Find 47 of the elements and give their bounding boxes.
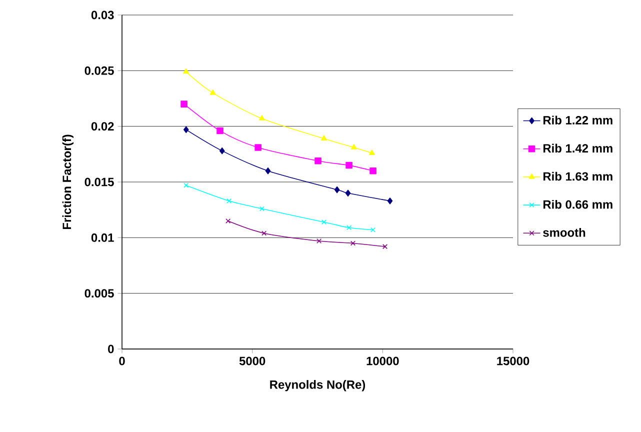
x-axis-title: Reynolds No(Re) [270, 380, 366, 392]
point [368, 150, 375, 155]
point [334, 186, 340, 194]
x-tick-label: 10000 [366, 356, 399, 366]
point [316, 238, 322, 244]
legend-label: Rib 0.66 mm [543, 200, 612, 209]
point [254, 144, 262, 151]
point [345, 190, 351, 197]
x-tick-label: 15000 [497, 356, 530, 366]
legend-label: Rib 1.22 mm [543, 116, 612, 124]
point [382, 244, 388, 250]
y-tick-label: 0.005 [84, 289, 114, 298]
point [183, 126, 189, 134]
y-tick-label: 0.02 [91, 122, 114, 131]
x-tick-label: 0 [119, 356, 125, 366]
point [226, 198, 232, 204]
y-tick-label: 0 [108, 344, 114, 354]
point [262, 230, 267, 236]
point [219, 147, 225, 154]
point [351, 144, 357, 150]
legend-label: smooth [543, 228, 586, 237]
legend-label: Rib 1.42 mm [543, 144, 612, 153]
point [350, 240, 356, 246]
point [370, 167, 376, 174]
y-tick-label: 0.015 [84, 178, 114, 186]
point [258, 115, 265, 120]
point [216, 127, 224, 134]
point [180, 100, 188, 108]
point [322, 220, 327, 225]
point [346, 162, 352, 169]
point [259, 206, 264, 212]
y-axis-title: Friction Factor(f) [62, 134, 74, 230]
point [184, 182, 189, 188]
point [265, 167, 271, 174]
y-tick-label: 0.03 [91, 10, 114, 20]
x-tick-label: 5000 [239, 356, 266, 366]
point [346, 225, 352, 230]
point [321, 135, 328, 140]
point [314, 157, 322, 164]
y-tick-label: 0.01 [91, 233, 114, 242]
point [210, 90, 216, 95]
point [370, 227, 376, 232]
legend-label: Rib 1.63 mm [543, 172, 612, 181]
y-tick-label: 0.025 [84, 66, 114, 75]
point [387, 198, 393, 204]
point [183, 68, 190, 74]
point [226, 218, 231, 224]
